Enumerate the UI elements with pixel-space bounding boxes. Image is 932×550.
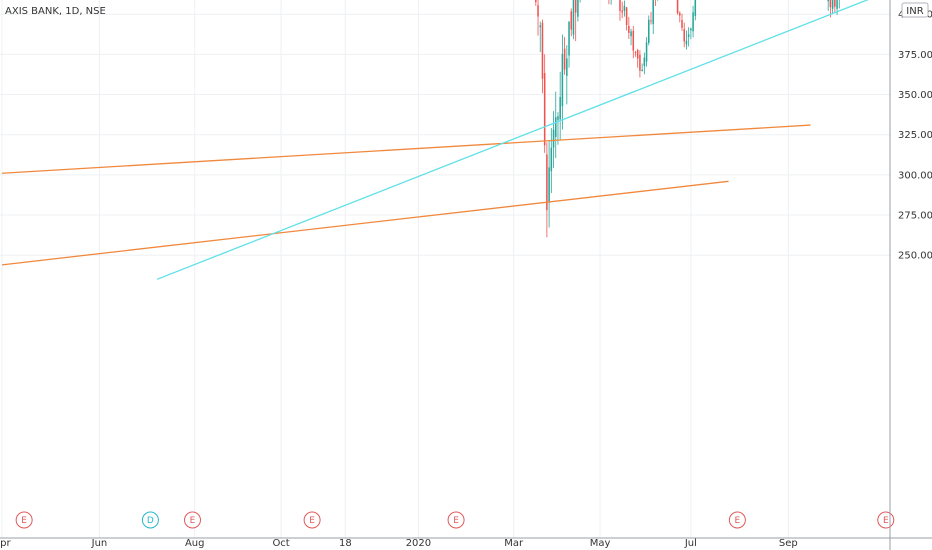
candle	[577, 0, 579, 22]
y-tick-label: 325.00	[898, 130, 932, 141]
candle	[568, 20, 570, 68]
candle	[550, 128, 553, 194]
svg-text:E: E	[735, 516, 741, 526]
candle	[546, 142, 548, 238]
y-tick-label: 375.00	[898, 50, 932, 61]
candle	[621, 1, 623, 19]
candle	[559, 71, 561, 140]
candle	[687, 27, 690, 47]
candle	[574, 0, 577, 42]
x-tick-label: 2020	[406, 538, 431, 549]
candle	[563, 36, 566, 75]
candle	[829, 0, 832, 18]
currency-badge[interactable]	[901, 2, 929, 18]
candle	[572, 0, 575, 40]
candle	[694, 0, 697, 21]
x-tick-label: Jun	[91, 538, 108, 549]
candle	[657, 0, 659, 1]
candle	[655, 0, 656, 7]
candle	[645, 37, 648, 67]
y-tick-label: 250.00	[898, 251, 932, 262]
candle	[566, 45, 568, 105]
candle	[690, 27, 692, 40]
candle	[634, 50, 637, 57]
candle	[632, 25, 635, 59]
candle	[838, 0, 840, 9]
candle	[623, 0, 626, 17]
candle	[543, 54, 546, 153]
candle	[681, 13, 683, 31]
y-tick-label: 350.00	[898, 90, 932, 101]
candle	[541, 19, 544, 94]
candle	[608, 0, 610, 5]
trend-line-orange-upper[interactable]	[1, 124, 811, 174]
candle	[827, 0, 829, 11]
trend-lines[interactable]	[0, 0, 890, 280]
earnings-marker[interactable]: E	[728, 511, 746, 529]
candle	[641, 63, 643, 72]
candle	[552, 111, 555, 168]
candlestick-series	[535, 0, 840, 238]
candle	[619, 0, 621, 21]
candle	[539, 21, 542, 53]
trend-line-orange-lower[interactable]	[1, 180, 729, 266]
x-tick-label: 18	[339, 538, 352, 549]
candle	[554, 91, 557, 159]
dividend-marker[interactable]: D	[141, 511, 159, 529]
symbol-title: AXIS BANK, 1D, NSE	[5, 6, 106, 17]
svg-text:E: E	[21, 516, 27, 526]
candle	[636, 48, 639, 68]
x-tick-label: May	[590, 538, 611, 549]
candle	[610, 0, 612, 5]
x-tick-label: Aug	[185, 538, 205, 549]
candle	[535, 0, 537, 6]
earnings-marker[interactable]: E	[303, 511, 321, 529]
currency-label: INR	[906, 6, 923, 17]
candle	[650, 11, 652, 25]
svg-text:D: D	[147, 516, 154, 526]
candle	[831, 0, 834, 15]
svg-text:E: E	[190, 516, 196, 526]
candle	[652, 0, 654, 34]
candle	[676, 0, 679, 15]
x-tick-label: Oct	[272, 538, 289, 549]
candle	[579, 0, 581, 3]
x-tick-label: Apr	[0, 538, 12, 549]
earnings-marker[interactable]: E	[183, 511, 201, 529]
candle	[561, 34, 564, 130]
candle	[692, 5, 694, 38]
candle	[683, 22, 685, 48]
svg-text:E: E	[453, 516, 459, 526]
candle	[685, 30, 688, 50]
candle	[643, 52, 646, 75]
candle	[679, 11, 681, 23]
candle	[639, 50, 641, 78]
x-tick-label: Sep	[779, 538, 798, 549]
svg-text:E: E	[883, 516, 889, 526]
earnings-marker[interactable]: E	[447, 511, 465, 529]
trend-line-cyan-support[interactable]	[156, 0, 888, 280]
candle	[628, 17, 630, 39]
candle	[834, 0, 836, 13]
x-tick-label: Mar	[504, 538, 524, 549]
candle	[570, 8, 573, 37]
candle	[548, 141, 550, 228]
earnings-marker[interactable]: E	[877, 511, 895, 529]
candle	[537, 0, 539, 36]
candle	[625, 6, 628, 31]
candle	[557, 112, 559, 145]
chart-grid	[0, 0, 890, 538]
chart-overlay: AXIS BANK, 1D, NSE INR	[5, 2, 929, 18]
candle	[630, 28, 632, 46]
y-tick-label: 275.00	[898, 211, 932, 222]
candle	[648, 15, 650, 46]
x-tick-label: Jul	[684, 538, 697, 549]
svg-text:E: E	[309, 516, 315, 526]
y-tick-label: 300.00	[898, 170, 932, 181]
earnings-marker[interactable]: E	[15, 511, 33, 529]
